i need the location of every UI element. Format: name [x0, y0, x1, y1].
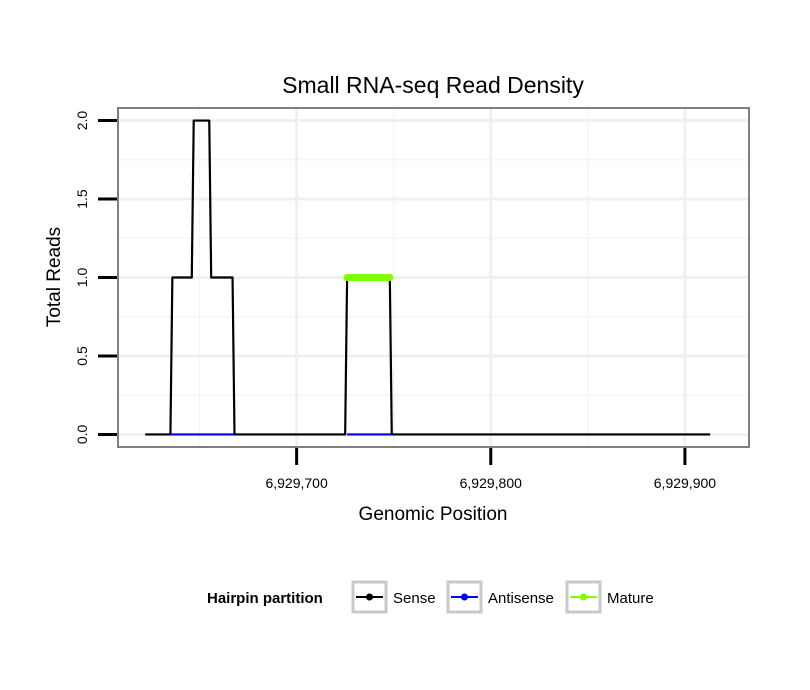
x-tick-label: 6,929,900 — [654, 475, 716, 491]
x-axis-title: Genomic Position — [359, 504, 508, 525]
legend-item-mature: Mature — [565, 580, 654, 614]
x-axis: 6,929,700 6,929,800 6,929,900 — [265, 448, 716, 491]
y-tick-label: 0.5 — [74, 346, 90, 366]
y-tick-label: 0.0 — [74, 425, 90, 445]
legend-label-sense: Sense — [393, 590, 436, 607]
legend-point-antisense — [461, 593, 468, 601]
y-axis: 0.0 0.5 1.0 1.5 2.0 — [74, 111, 117, 445]
legend-label-mature: Mature — [607, 590, 654, 607]
y-tick-label: 2.0 — [74, 111, 90, 131]
plot-panel — [117, 107, 750, 448]
legend-item-antisense: Antisense — [446, 580, 554, 614]
y-tick-label: 1.0 — [74, 268, 90, 288]
chart-title: Small RNA-seq Read Density — [282, 72, 584, 98]
plot-border — [117, 107, 750, 448]
y-tick-label: 1.5 — [74, 189, 90, 209]
legend-label-antisense: Antisense — [488, 590, 554, 607]
legend: Hairpin partition Sense Antisense Mature — [207, 580, 654, 614]
y-axis-title: Total Reads — [44, 227, 65, 327]
legend-point-mature — [580, 593, 587, 601]
legend-title: Hairpin partition — [207, 590, 323, 607]
legend-point-sense — [366, 593, 373, 601]
legend-item-sense: Sense — [351, 580, 436, 614]
series-layer — [145, 119, 711, 436]
x-tick-label: 6,929,800 — [460, 475, 522, 491]
x-tick-label: 6,929,700 — [265, 475, 327, 491]
